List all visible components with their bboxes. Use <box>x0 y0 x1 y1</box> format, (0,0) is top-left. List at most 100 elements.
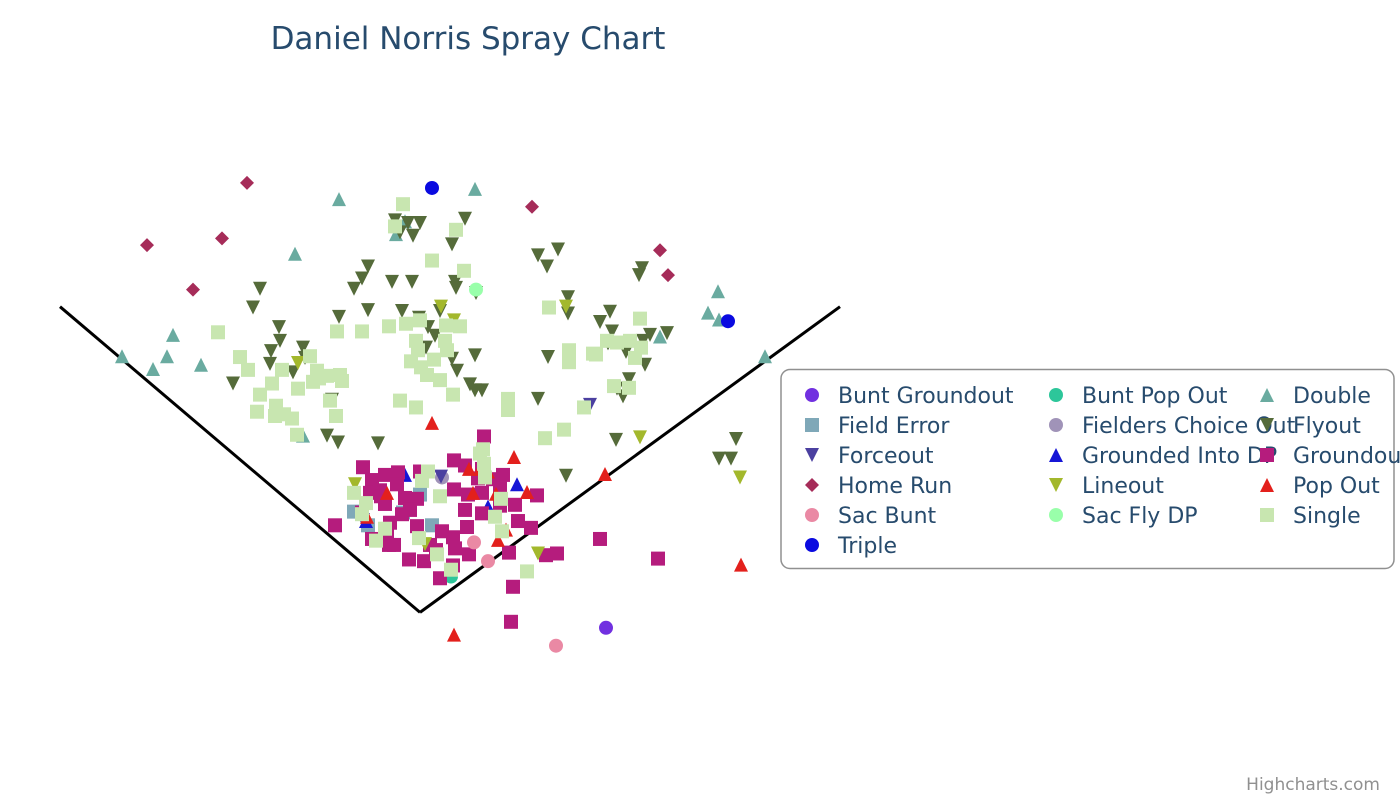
legend-item-bunt-groundout[interactable]: Bunt Groundout <box>805 384 1014 409</box>
point-single[interactable] <box>542 300 556 315</box>
legend-item-pop-out[interactable]: Pop Out <box>1260 474 1380 499</box>
point-groundout[interactable] <box>477 429 491 444</box>
point-home-run[interactable] <box>653 243 667 258</box>
point-groundout[interactable] <box>502 545 516 560</box>
legend-item-sac-fly-dp[interactable]: Sac Fly DP <box>1049 504 1198 529</box>
point-sac-bunt[interactable] <box>467 535 481 550</box>
point-groundout[interactable] <box>390 477 404 492</box>
legend-item-home-run[interactable]: Home Run <box>805 474 952 499</box>
point-flyout[interactable] <box>246 300 260 315</box>
point-double[interactable] <box>468 181 482 196</box>
point-single[interactable] <box>413 313 427 328</box>
point-single[interactable] <box>347 485 361 500</box>
point-flyout[interactable] <box>712 451 726 466</box>
point-single[interactable] <box>253 387 267 402</box>
point-groundout[interactable] <box>435 524 449 539</box>
point-single[interactable] <box>359 496 373 511</box>
point-lineout[interactable] <box>559 299 573 314</box>
point-single[interactable] <box>438 333 452 348</box>
point-home-run[interactable] <box>525 199 539 214</box>
point-single[interactable] <box>634 340 648 355</box>
point-flyout[interactable] <box>551 242 565 257</box>
point-single[interactable] <box>562 343 576 358</box>
point-single[interactable] <box>320 368 334 383</box>
point-single[interactable] <box>501 403 515 418</box>
point-groundout[interactable] <box>448 541 462 556</box>
point-pop-out[interactable] <box>734 557 748 572</box>
point-flyout[interactable] <box>413 215 427 230</box>
point-pop-out[interactable] <box>491 532 505 547</box>
point-single[interactable] <box>433 489 447 504</box>
point-single[interactable] <box>449 222 463 237</box>
point-flyout[interactable] <box>428 328 442 343</box>
point-home-run[interactable] <box>240 175 254 190</box>
point-flyout[interactable] <box>332 309 346 324</box>
point-pop-out[interactable] <box>380 485 394 500</box>
point-single[interactable] <box>562 355 576 370</box>
point-single[interactable] <box>623 333 637 348</box>
point-flyout[interactable] <box>347 281 361 296</box>
point-flyout[interactable] <box>541 350 555 365</box>
point-pop-out[interactable] <box>507 449 521 464</box>
point-groundout[interactable] <box>475 485 489 500</box>
point-double[interactable] <box>146 362 160 377</box>
point-double[interactable] <box>288 246 302 261</box>
point-flyout[interactable] <box>445 237 459 252</box>
point-double[interactable] <box>711 284 725 299</box>
point-single[interactable] <box>241 362 255 377</box>
point-flyout[interactable] <box>401 215 415 230</box>
point-flyout[interactable] <box>531 391 545 406</box>
point-single[interactable] <box>369 533 383 548</box>
point-single[interactable] <box>430 547 444 562</box>
point-flyout[interactable] <box>361 259 375 274</box>
point-flyout[interactable] <box>643 327 657 342</box>
point-flyout[interactable] <box>272 320 286 335</box>
point-double[interactable] <box>160 349 174 364</box>
point-single[interactable] <box>355 324 369 339</box>
point-groundout[interactable] <box>447 482 461 497</box>
point-flyout[interactable] <box>320 428 334 443</box>
point-single[interactable] <box>329 408 343 423</box>
legend-item-single[interactable]: Single <box>1260 504 1361 529</box>
point-flyout[interactable] <box>475 383 489 398</box>
point-flyout[interactable] <box>531 248 545 263</box>
point-double[interactable] <box>758 349 772 364</box>
point-home-run[interactable] <box>186 282 200 297</box>
point-single[interactable] <box>409 333 423 348</box>
point-single[interactable] <box>250 404 264 419</box>
point-flyout[interactable] <box>331 435 345 450</box>
point-groundout[interactable] <box>391 465 405 480</box>
point-single[interactable] <box>577 400 591 415</box>
point-flyout[interactable] <box>405 274 419 289</box>
point-pop-out[interactable] <box>598 467 612 482</box>
point-single[interactable] <box>478 470 492 485</box>
point-single[interactable] <box>444 562 458 577</box>
point-lineout[interactable] <box>633 430 647 445</box>
point-single[interactable] <box>520 564 534 579</box>
point-triple[interactable] <box>425 180 439 195</box>
point-home-run[interactable] <box>140 238 154 253</box>
point-single[interactable] <box>494 491 508 506</box>
point-lineout[interactable] <box>348 477 362 492</box>
point-flyout[interactable] <box>226 376 240 391</box>
legend-item-triple[interactable]: Triple <box>805 534 897 559</box>
point-groundout[interactable] <box>550 546 564 561</box>
point-single[interactable] <box>473 446 487 461</box>
point-single[interactable] <box>211 325 225 340</box>
point-single[interactable] <box>378 521 392 536</box>
point-flyout[interactable] <box>371 436 385 451</box>
point-groundout[interactable] <box>410 519 424 534</box>
point-flyout[interactable] <box>729 432 743 447</box>
point-lineout[interactable] <box>434 299 448 314</box>
point-flyout[interactable] <box>296 340 310 355</box>
point-groundout[interactable] <box>496 467 510 482</box>
point-single[interactable] <box>355 507 369 522</box>
point-sac-fly-dp[interactable] <box>469 282 483 297</box>
point-triple[interactable] <box>721 314 735 329</box>
point-groundout[interactable] <box>410 491 424 506</box>
point-single[interactable] <box>265 376 279 391</box>
point-flyout[interactable] <box>593 315 607 330</box>
point-groundout[interactable] <box>539 548 553 563</box>
point-single[interactable] <box>589 347 603 362</box>
point-single[interactable] <box>457 263 471 278</box>
